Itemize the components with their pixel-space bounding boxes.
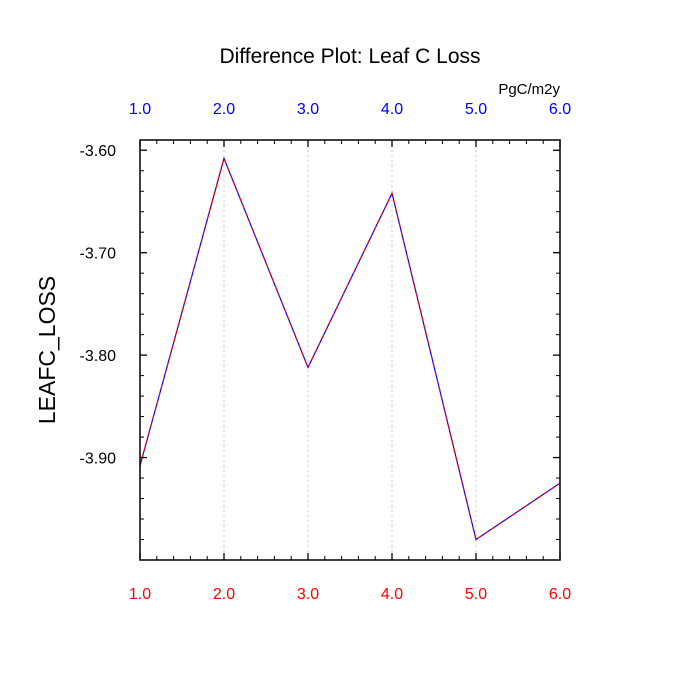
y-tick-label: -3.80	[80, 348, 117, 365]
x-tick-label-bottom: 1.0	[129, 586, 151, 603]
series-line	[139, 156, 561, 541]
x-tick-label-top: 1.0	[129, 101, 151, 118]
y-tick-label: -3.60	[80, 143, 117, 160]
x-tick-label-bottom: 6.0	[549, 586, 571, 603]
x-tick-label-bottom: 5.0	[465, 586, 487, 603]
x-tick-label-top: 3.0	[297, 101, 319, 118]
chart-title: Difference Plot: Leaf C Loss	[219, 45, 480, 68]
series-line-dash	[139, 156, 561, 541]
series-layer	[139, 156, 561, 541]
plot-frame	[139, 139, 561, 561]
units-label: PgC/m2y	[498, 81, 560, 98]
x-tick-label-bottom: 3.0	[297, 586, 319, 603]
x-tick-label-top: 2.0	[213, 101, 235, 118]
x-tick-label-top: 4.0	[381, 101, 403, 118]
x-tick-label-bottom: 2.0	[213, 586, 235, 603]
x-tick-label-bottom: 4.0	[381, 586, 403, 603]
y-tick-label: -3.70	[80, 246, 117, 263]
x-tick-label-top: 5.0	[465, 101, 487, 118]
x-tick-label-top: 6.0	[549, 101, 571, 118]
tick-marks	[139, 140, 561, 560]
y-tick-label: -3.90	[80, 451, 117, 468]
tick-labels: 1.0 1.0 2.0 2.0 3.0 3.0 4.0 4.0 5.0 5.0 6.0 6.0 -3.6…	[80, 101, 572, 603]
grid-lines	[223, 140, 477, 560]
y-axis-label: LEAFC_LOSS	[34, 276, 60, 424]
